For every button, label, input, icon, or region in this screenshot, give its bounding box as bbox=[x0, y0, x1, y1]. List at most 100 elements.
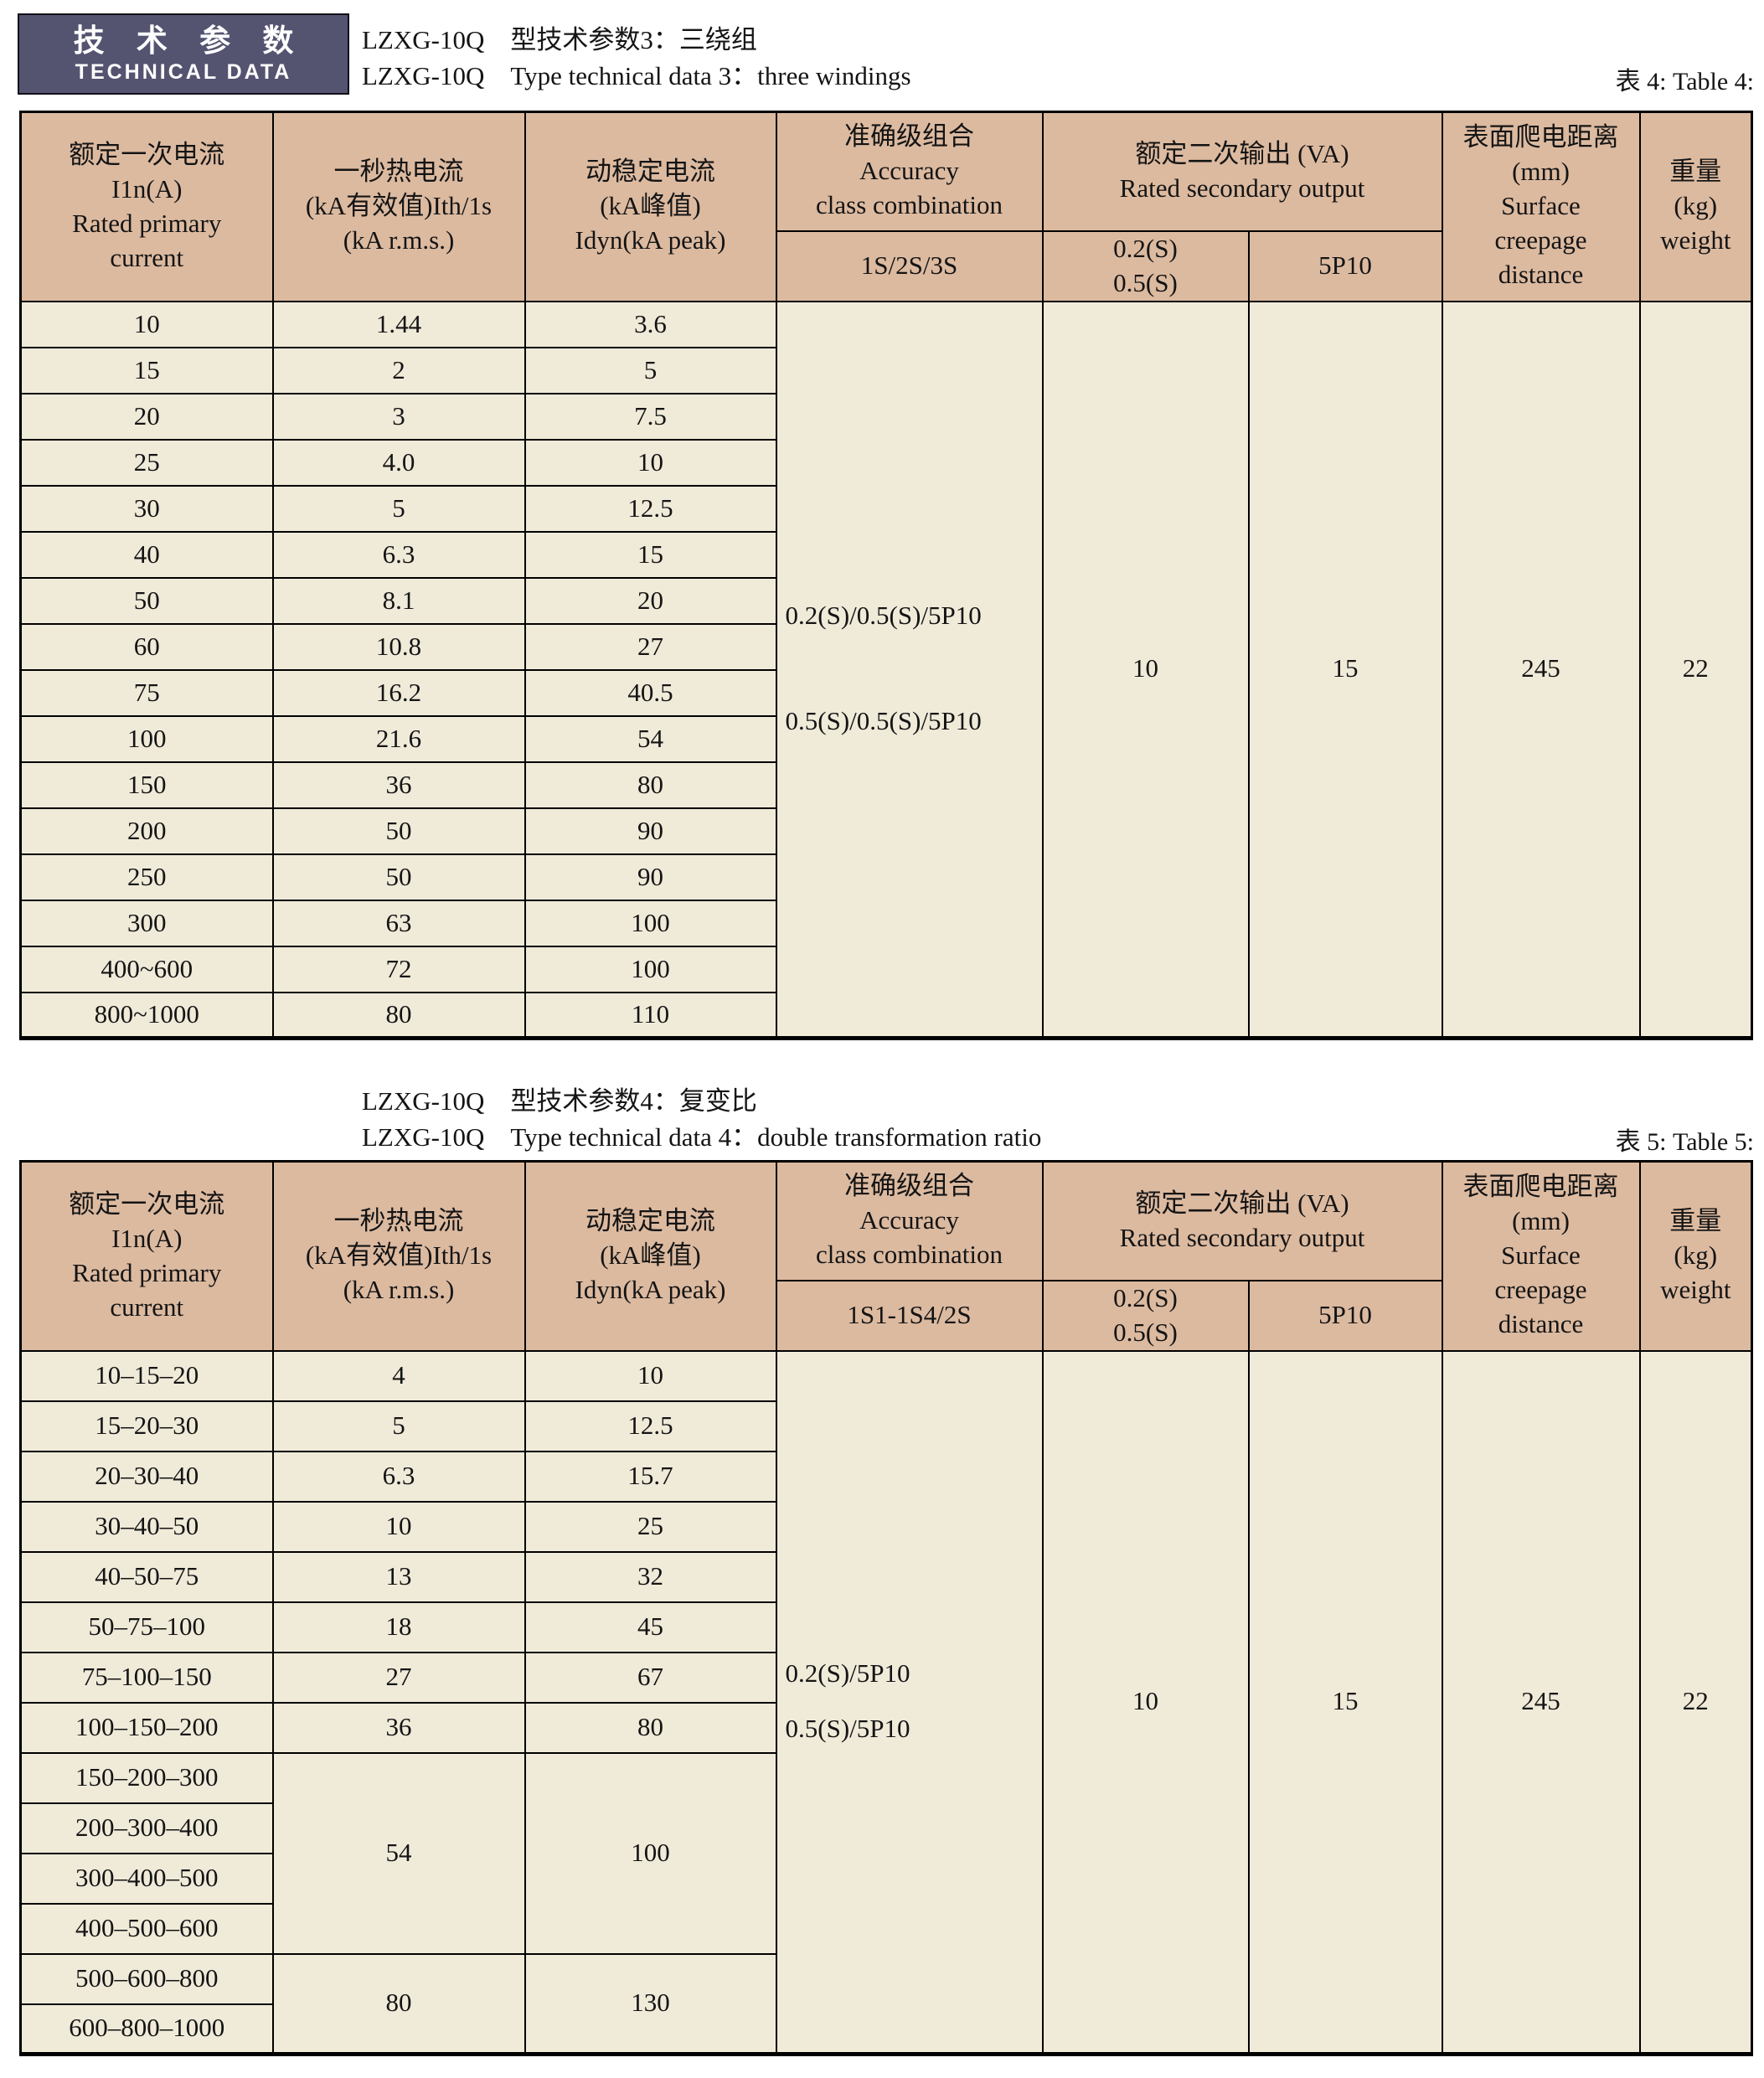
table4-header-row-1: 额定一次电流 I1n(A) Rated primary current 一秒热电… bbox=[19, 111, 1753, 302]
table-row: 400~600 72 100 bbox=[19, 945, 1752, 993]
cell-primary-current: 150 bbox=[19, 761, 274, 809]
cell-primary-current: 30 bbox=[19, 484, 274, 533]
cell-dynamic: 54 bbox=[524, 714, 777, 763]
cell-thermal: 4 bbox=[271, 1349, 526, 1402]
cell-thermal: 18 bbox=[271, 1601, 526, 1653]
cell-thermal: 8.1 bbox=[271, 576, 526, 625]
col-header-weight: 重量 (kg) weight bbox=[1638, 1160, 1753, 1352]
table-row: 800~1000 80 110 bbox=[19, 991, 1752, 1039]
cell-thermal: 80 bbox=[271, 991, 526, 1039]
cell-dynamic-merged: 100 bbox=[524, 1751, 777, 1955]
subheader-accuracy-classes: 1S1-1S4/2S bbox=[775, 1279, 1044, 1352]
cell-primary-current: 40–50–75 bbox=[19, 1550, 274, 1603]
table-row: 300–400–500 bbox=[19, 1852, 1752, 1905]
col-header-accuracy: 准确级组合 Accuracy class combination bbox=[775, 111, 1044, 232]
cell-va-5p10: 15 bbox=[1247, 1349, 1443, 2055]
cell-accuracy-combination: 0.2(S)/0.5(S)/5P10 0.5(S)/0.5(S)/5P10 bbox=[775, 300, 1044, 1039]
cell-thermal: 3 bbox=[271, 392, 526, 441]
cell-primary-current: 200–300–400 bbox=[19, 1802, 274, 1854]
col-header-dynamic-current: 动稳定电流 (kA峰值) Idyn(kA peak) bbox=[524, 1160, 777, 1352]
cell-primary-current: 400~600 bbox=[19, 945, 274, 993]
col-header-secondary-output: 额定二次输出 (VA) Rated secondary output bbox=[1041, 111, 1443, 232]
cell-dynamic: 10 bbox=[524, 1349, 777, 1402]
cell-dynamic: 32 bbox=[524, 1550, 777, 1603]
cell-weight: 22 bbox=[1638, 1349, 1753, 2055]
accuracy-line-1: 0.2(S)/5P10 bbox=[785, 1658, 910, 1689]
cell-thermal: 1.44 bbox=[271, 300, 526, 348]
cell-thermal: 6.3 bbox=[271, 1450, 526, 1503]
table-row: 50 8.1 20 bbox=[19, 576, 1752, 625]
table-row: 20–30–40 6.3 15.7 bbox=[19, 1450, 1752, 1503]
table-row: 100–150–200 36 80 bbox=[19, 1701, 1752, 1754]
cell-dynamic: 27 bbox=[524, 622, 777, 671]
table-row: 100 21.6 54 bbox=[19, 714, 1752, 763]
cell-thermal: 5 bbox=[271, 1400, 526, 1452]
subheader-accuracy-classes: 1S/2S/3S bbox=[775, 229, 1044, 302]
col-header-accuracy: 准确级组合 Accuracy class combination bbox=[775, 1160, 1044, 1281]
col-header-creepage: 表面爬电距离 (mm) Surface creepage distance bbox=[1441, 1160, 1641, 1352]
table-row: 200 50 90 bbox=[19, 807, 1752, 855]
cell-primary-current: 40 bbox=[19, 530, 274, 579]
cell-primary-current: 250 bbox=[19, 853, 274, 901]
cell-accuracy-combination: 0.2(S)/5P10 0.5(S)/5P10 bbox=[775, 1349, 1044, 2055]
table-row: 20 3 7.5 bbox=[19, 392, 1752, 441]
cell-primary-current: 20–30–40 bbox=[19, 1450, 274, 1503]
cell-thermal: 36 bbox=[271, 1701, 526, 1754]
technical-data-badge: 技 术 参 数 TECHNICAL DATA bbox=[18, 13, 349, 95]
cell-va-02s: 10 bbox=[1041, 300, 1250, 1039]
cell-primary-current: 400–500–600 bbox=[19, 1902, 274, 1955]
cell-dynamic: 15.7 bbox=[524, 1450, 777, 1503]
accuracy-line-2: 0.5(S)/0.5(S)/5P10 bbox=[785, 706, 982, 736]
cell-dynamic: 80 bbox=[524, 761, 777, 809]
table-row: 10 1.44 3.6 0.2(S)/0.5(S)/5P10 0.5(S)/0.… bbox=[19, 300, 1753, 1039]
table5-ref: 表 5: Table 5: bbox=[1615, 1128, 1754, 1156]
cell-thermal: 50 bbox=[271, 807, 526, 855]
cell-creepage: 245 bbox=[1441, 1349, 1641, 2055]
cell-dynamic: 25 bbox=[524, 1500, 777, 1553]
col-header-thermal-current: 一秒热电流 (kA有效值)Ith/1s (kA r.m.s.) bbox=[271, 111, 526, 302]
cell-thermal: 63 bbox=[271, 899, 526, 947]
cell-primary-current: 100–150–200 bbox=[19, 1701, 274, 1754]
table4-three-windings: 额定一次电流 I1n(A) Rated primary current 一秒热电… bbox=[19, 111, 1753, 1040]
cell-primary-current: 50 bbox=[19, 576, 274, 625]
col-header-primary-current: 额定一次电流 I1n(A) Rated primary current bbox=[19, 111, 274, 302]
col-header-secondary-output: 额定二次输出 (VA) Rated secondary output bbox=[1041, 1160, 1443, 1281]
table-row: 15–20–30 5 12.5 bbox=[19, 1400, 1752, 1452]
col-header-thermal-current: 一秒热电流 (kA有效值)Ith/1s (kA r.m.s.) bbox=[271, 1160, 526, 1352]
table-row: 40 6.3 15 bbox=[19, 530, 1752, 579]
cell-thermal: 5 bbox=[271, 484, 526, 533]
cell-primary-current: 25 bbox=[19, 438, 274, 487]
table-row: 200–300–400 bbox=[19, 1802, 1752, 1854]
cell-thermal: 21.6 bbox=[271, 714, 526, 763]
col-header-creepage: 表面爬电距离 (mm) Surface creepage distance bbox=[1441, 111, 1641, 302]
cell-va-5p10: 15 bbox=[1247, 300, 1443, 1039]
table-row: 30–40–50 10 25 bbox=[19, 1500, 1752, 1553]
col-header-primary-current: 额定一次电流 I1n(A) Rated primary current bbox=[19, 1160, 274, 1352]
cell-dynamic: 12.5 bbox=[524, 1400, 777, 1452]
table-row: 150–200–300 54 100 bbox=[19, 1751, 1752, 1955]
table5-caption-zh: LZXG-10Q 型技术参数4：复变比 bbox=[362, 1086, 757, 1116]
cell-primary-current: 15 bbox=[19, 346, 274, 394]
cell-primary-current: 75 bbox=[19, 668, 274, 717]
cell-primary-current: 300–400–500 bbox=[19, 1852, 274, 1905]
cell-primary-current: 100 bbox=[19, 714, 274, 763]
table5-caption: LZXG-10Q 型技术参数4：复变比 LZXG-10Q Type techni… bbox=[362, 1083, 1041, 1155]
cell-thermal: 2 bbox=[271, 346, 526, 394]
table5-caption-en: LZXG-10Q Type technical data 4：double tr… bbox=[362, 1122, 1042, 1152]
cell-thermal: 27 bbox=[271, 1651, 526, 1704]
cell-thermal: 6.3 bbox=[271, 530, 526, 579]
cell-dynamic: 12.5 bbox=[524, 484, 777, 533]
cell-thermal: 36 bbox=[271, 761, 526, 809]
cell-dynamic: 67 bbox=[524, 1651, 777, 1704]
cell-primary-current: 30–40–50 bbox=[19, 1500, 274, 1553]
cell-dynamic: 5 bbox=[524, 346, 777, 394]
cell-weight: 22 bbox=[1638, 300, 1753, 1039]
cell-primary-current: 50–75–100 bbox=[19, 1601, 274, 1653]
subheader-va-02s-05s: 0.2(S) 0.5(S) bbox=[1041, 1279, 1250, 1352]
cell-primary-current: 10–15–20 bbox=[19, 1349, 274, 1402]
cell-primary-current: 15–20–30 bbox=[19, 1400, 274, 1452]
cell-dynamic: 15 bbox=[524, 530, 777, 579]
table5-double-ratio: 额定一次电流 I1n(A) Rated primary current 一秒热电… bbox=[19, 1160, 1753, 2056]
table4-caption-en: LZXG-10Q Type technical data 3：three win… bbox=[362, 61, 911, 90]
